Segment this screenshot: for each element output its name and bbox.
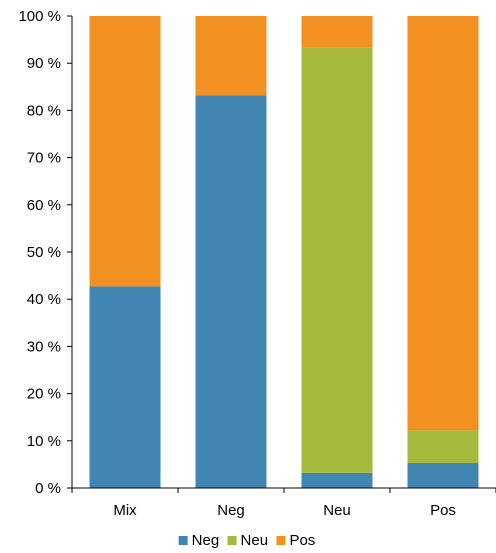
x-category-label: Neu — [323, 502, 351, 519]
legend: Neg Neu Pos — [178, 532, 315, 549]
bar-mix-neg — [89, 286, 161, 488]
y-tick-label: 50 % — [27, 244, 61, 261]
y-tick-label: 30 % — [27, 338, 61, 355]
y-axis-ticks: 0 % 10 % 20 % 30 % 40 % 50 % 60 % 70 % 80 % 90 % 1… — [18, 8, 72, 497]
legend-label-neu: Neu — [241, 532, 269, 549]
y-tick-label: 40 % — [27, 291, 61, 308]
legend-swatch-neu — [227, 536, 237, 545]
legend-label-pos: Pos — [289, 532, 315, 549]
bar-pos-pos — [407, 16, 479, 431]
x-category-label: Mix — [113, 502, 137, 519]
y-tick-label: 100 % — [18, 8, 61, 25]
y-tick-label: 90 % — [27, 55, 61, 72]
y-tick-label: 80 % — [27, 102, 61, 119]
bar-pos-neg — [407, 462, 479, 488]
bar-pos-neu — [407, 430, 479, 463]
y-tick-label: 10 % — [27, 433, 61, 450]
legend-label-neg: Neg — [192, 532, 220, 549]
x-category-label: Pos — [430, 502, 456, 519]
y-tick-label: 70 % — [27, 150, 61, 167]
bar-neu-pos — [301, 16, 373, 48]
bar-mix-pos — [89, 16, 161, 287]
bars-layer — [89, 16, 479, 489]
bar-neg-neg — [195, 95, 267, 489]
legend-swatch-pos — [276, 536, 286, 545]
legend-swatch-neg — [178, 536, 188, 545]
y-tick-label: 20 % — [27, 386, 61, 403]
y-tick-label: 0 % — [35, 480, 61, 497]
x-axis-categories: Mix Neg Neu Pos — [71, 488, 496, 519]
bar-neu-neu — [301, 47, 373, 473]
y-tick-label: 60 % — [27, 197, 61, 214]
bar-neu-neg — [301, 472, 373, 488]
x-category-label: Neg — [217, 502, 245, 519]
bar-neg-pos — [195, 16, 267, 96]
